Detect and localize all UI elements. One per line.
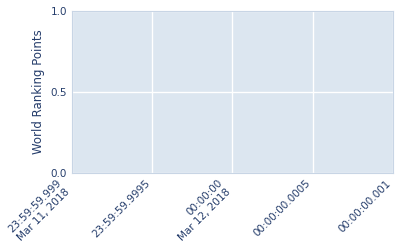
Y-axis label: World Ranking Points: World Ranking Points xyxy=(32,30,45,154)
